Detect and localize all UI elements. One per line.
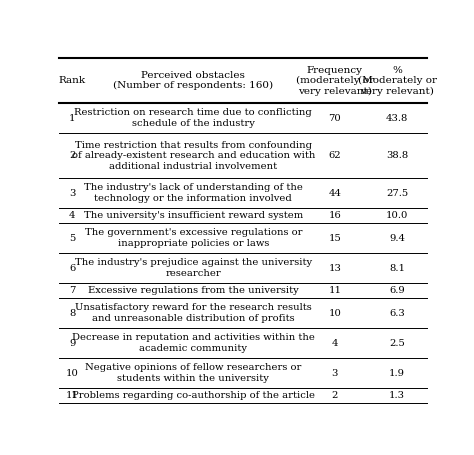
Text: 11: 11 bbox=[65, 391, 79, 400]
Text: 2: 2 bbox=[69, 151, 75, 160]
Text: Frequency
(moderately or
very relevant): Frequency (moderately or very relevant) bbox=[296, 66, 374, 96]
Text: Negative opinions of fellow researchers or
students within the university: Negative opinions of fellow researchers … bbox=[85, 364, 301, 383]
Text: 8: 8 bbox=[69, 308, 75, 318]
Text: Rank: Rank bbox=[59, 76, 86, 85]
Text: 10: 10 bbox=[328, 308, 341, 318]
Text: 44: 44 bbox=[328, 189, 341, 197]
Text: 3: 3 bbox=[332, 369, 338, 378]
Text: 1.9: 1.9 bbox=[389, 369, 405, 378]
Text: 6.3: 6.3 bbox=[389, 308, 405, 318]
Text: Decrease in reputation and activities within the
academic community: Decrease in reputation and activities wi… bbox=[72, 334, 315, 353]
Text: 6.9: 6.9 bbox=[389, 286, 405, 295]
Text: 2: 2 bbox=[332, 391, 338, 400]
Text: 4: 4 bbox=[331, 339, 338, 348]
Text: The industry's lack of understanding of the
technology or the information involv: The industry's lack of understanding of … bbox=[84, 183, 303, 203]
Text: 27.5: 27.5 bbox=[386, 189, 408, 197]
Text: 13: 13 bbox=[328, 263, 341, 273]
Text: The government's excessive regulations or
inappropriate policies or laws: The government's excessive regulations o… bbox=[84, 228, 302, 248]
Text: 11: 11 bbox=[328, 286, 341, 295]
Text: The university's insufficient reward system: The university's insufficient reward sys… bbox=[84, 211, 303, 220]
Text: 70: 70 bbox=[328, 114, 341, 122]
Text: 38.8: 38.8 bbox=[386, 151, 408, 160]
Text: Time restriction that results from confounding
of already-existent research and : Time restriction that results from confo… bbox=[72, 141, 315, 171]
Text: 15: 15 bbox=[328, 234, 341, 243]
Text: 9.4: 9.4 bbox=[389, 234, 405, 243]
Text: 1: 1 bbox=[69, 114, 75, 122]
Text: 7: 7 bbox=[69, 286, 75, 295]
Text: Excessive regulations from the university: Excessive regulations from the universit… bbox=[88, 286, 299, 295]
Text: 3: 3 bbox=[69, 189, 75, 197]
Text: Restriction on research time due to conflicting
schedule of the industry: Restriction on research time due to conf… bbox=[74, 108, 312, 128]
Text: 1.3: 1.3 bbox=[389, 391, 405, 400]
Text: Unsatisfactory reward for the research results
and unreasonable distribution of : Unsatisfactory reward for the research r… bbox=[75, 303, 312, 323]
Text: 10: 10 bbox=[66, 369, 79, 378]
Text: Perceived obstacles
(Number of respondents: 160): Perceived obstacles (Number of responden… bbox=[113, 71, 273, 91]
Text: 6: 6 bbox=[69, 263, 75, 273]
Text: 10.0: 10.0 bbox=[386, 211, 409, 220]
Text: 2.5: 2.5 bbox=[389, 339, 405, 348]
Text: 8.1: 8.1 bbox=[389, 263, 405, 273]
Text: Problems regarding co-authorship of the article: Problems regarding co-authorship of the … bbox=[72, 391, 315, 400]
Text: 4: 4 bbox=[69, 211, 75, 220]
Text: 43.8: 43.8 bbox=[386, 114, 409, 122]
Text: %
(Moderately or
very relevant): % (Moderately or very relevant) bbox=[358, 66, 437, 96]
Text: 9: 9 bbox=[69, 339, 75, 348]
Text: 5: 5 bbox=[69, 234, 75, 243]
Text: 62: 62 bbox=[328, 151, 341, 160]
Text: 16: 16 bbox=[328, 211, 341, 220]
Text: The industry's prejudice against the university
researcher: The industry's prejudice against the uni… bbox=[75, 258, 312, 278]
